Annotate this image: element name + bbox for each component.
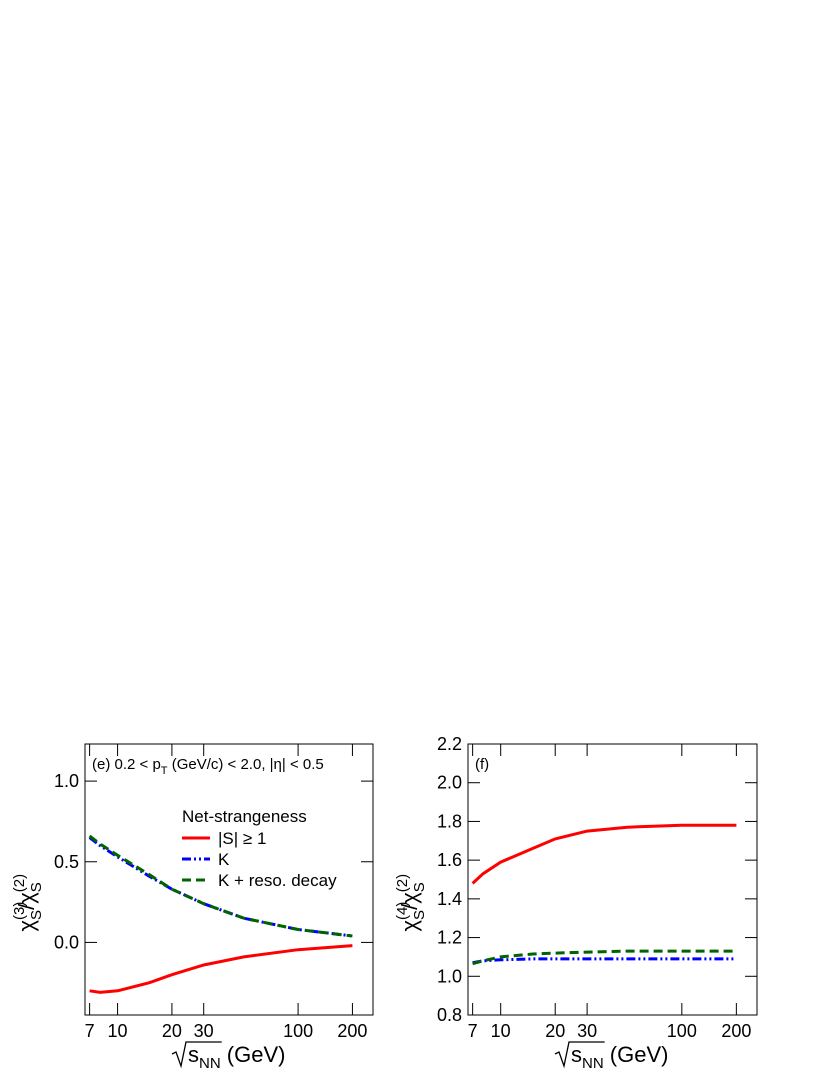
y-axis-title-part: S xyxy=(411,882,428,892)
y-axis-title-part: S xyxy=(411,910,428,920)
plot-frame xyxy=(84,743,374,1016)
x-tick-label: 7 xyxy=(85,1021,95,1041)
x-tick-label: 100 xyxy=(667,1021,697,1041)
x-axis-title-part: (GeV) xyxy=(221,1042,286,1067)
radical-sign xyxy=(554,1041,605,1069)
annotation-part: (GeV/c) < 2.0, |η| < 0.5 xyxy=(168,756,324,773)
x-tick-label: 30 xyxy=(194,1021,214,1041)
y-axis-title: χ(3)S/χ(2)S xyxy=(11,874,45,932)
plot-frame xyxy=(467,743,758,1016)
y-tick-label: 1.6 xyxy=(437,850,462,870)
y-tick-label: 0.5 xyxy=(54,852,79,872)
x-tick-label: 7 xyxy=(468,1021,478,1041)
series-line xyxy=(471,823,737,885)
y-tick-label: 2.2 xyxy=(437,734,462,754)
y-axis-title: χ(4)S/χ(2)S xyxy=(394,874,428,932)
series-line xyxy=(89,944,353,994)
y-axis-title-part: /χ xyxy=(397,892,422,910)
annotation-part: (f) xyxy=(475,756,489,773)
legend-label: K xyxy=(218,850,230,869)
annotation: (e) 0.2 < pT (GeV/c) < 2.0, |η| < 0.5 xyxy=(92,756,324,777)
y-axis-title-part: (4) xyxy=(394,902,411,920)
y-axis-title-part: (2) xyxy=(394,874,411,892)
x-axis-title-part: NN xyxy=(199,1055,221,1072)
x-tick-label: 100 xyxy=(283,1021,313,1041)
y-axis-title-part: S xyxy=(28,882,45,892)
x-tick-label: 20 xyxy=(162,1021,182,1041)
chart-panel: 7 10 20 30 100 200 0.8 1.0 1.2 1.4 1.6 1.8 2.0 2.2 (f)… xyxy=(394,734,758,1072)
legend-title: Net-strangeness xyxy=(182,807,307,826)
y-tick-label: 1.8 xyxy=(437,811,462,831)
x-tick-label: 30 xyxy=(577,1021,597,1041)
x-tick-label: 20 xyxy=(545,1021,565,1041)
series-line xyxy=(472,949,737,966)
legend-label: K + reso. decay xyxy=(218,871,337,890)
x-axis-title-part: s xyxy=(188,1042,199,1067)
y-tick-label: 1.0 xyxy=(437,966,462,986)
radical-sign xyxy=(171,1041,222,1069)
x-tick-label: 200 xyxy=(721,1021,751,1041)
x-tick-label: 10 xyxy=(108,1021,128,1041)
x-tick-label: 200 xyxy=(337,1021,367,1041)
y-axis-title-part: S xyxy=(28,910,45,920)
x-axis-title: sNN (GeV) xyxy=(571,1042,668,1072)
y-axis-title-part: (3) xyxy=(11,902,28,920)
y-axis-title-part: /χ xyxy=(14,892,39,910)
annotation-part: (e) 0.2 < p xyxy=(92,756,161,773)
y-tick-label: 1.0 xyxy=(54,771,79,791)
y-tick-label: 1.4 xyxy=(437,889,462,909)
annotation: (f) xyxy=(475,756,489,773)
series-line xyxy=(472,957,737,965)
x-axis-title-part: s xyxy=(571,1042,582,1067)
x-axis-title-part: (GeV) xyxy=(604,1042,669,1067)
y-axis-title-part: χ xyxy=(397,920,422,932)
x-axis-title-part: NN xyxy=(582,1055,604,1072)
legend-label: |S| ≥ 1 xyxy=(218,829,266,848)
y-tick-label: 0.8 xyxy=(437,1005,462,1025)
y-axis-title-part: (2) xyxy=(11,874,28,892)
y-tick-label: 2.0 xyxy=(437,773,462,793)
y-tick-label: 0.0 xyxy=(54,932,79,952)
x-tick-label: 10 xyxy=(491,1021,511,1041)
y-tick-label: 1.2 xyxy=(437,928,462,948)
x-axis-title: sNN (GeV) xyxy=(188,1042,285,1072)
y-axis-title-part: χ xyxy=(14,920,39,932)
chart-panel: 7 10 20 30 100 200 0.0 0.5 1.0 (e) 0.2 < pT (GeV/… xyxy=(11,743,374,1072)
annotation-part: T xyxy=(161,765,168,777)
series-line xyxy=(88,834,353,938)
